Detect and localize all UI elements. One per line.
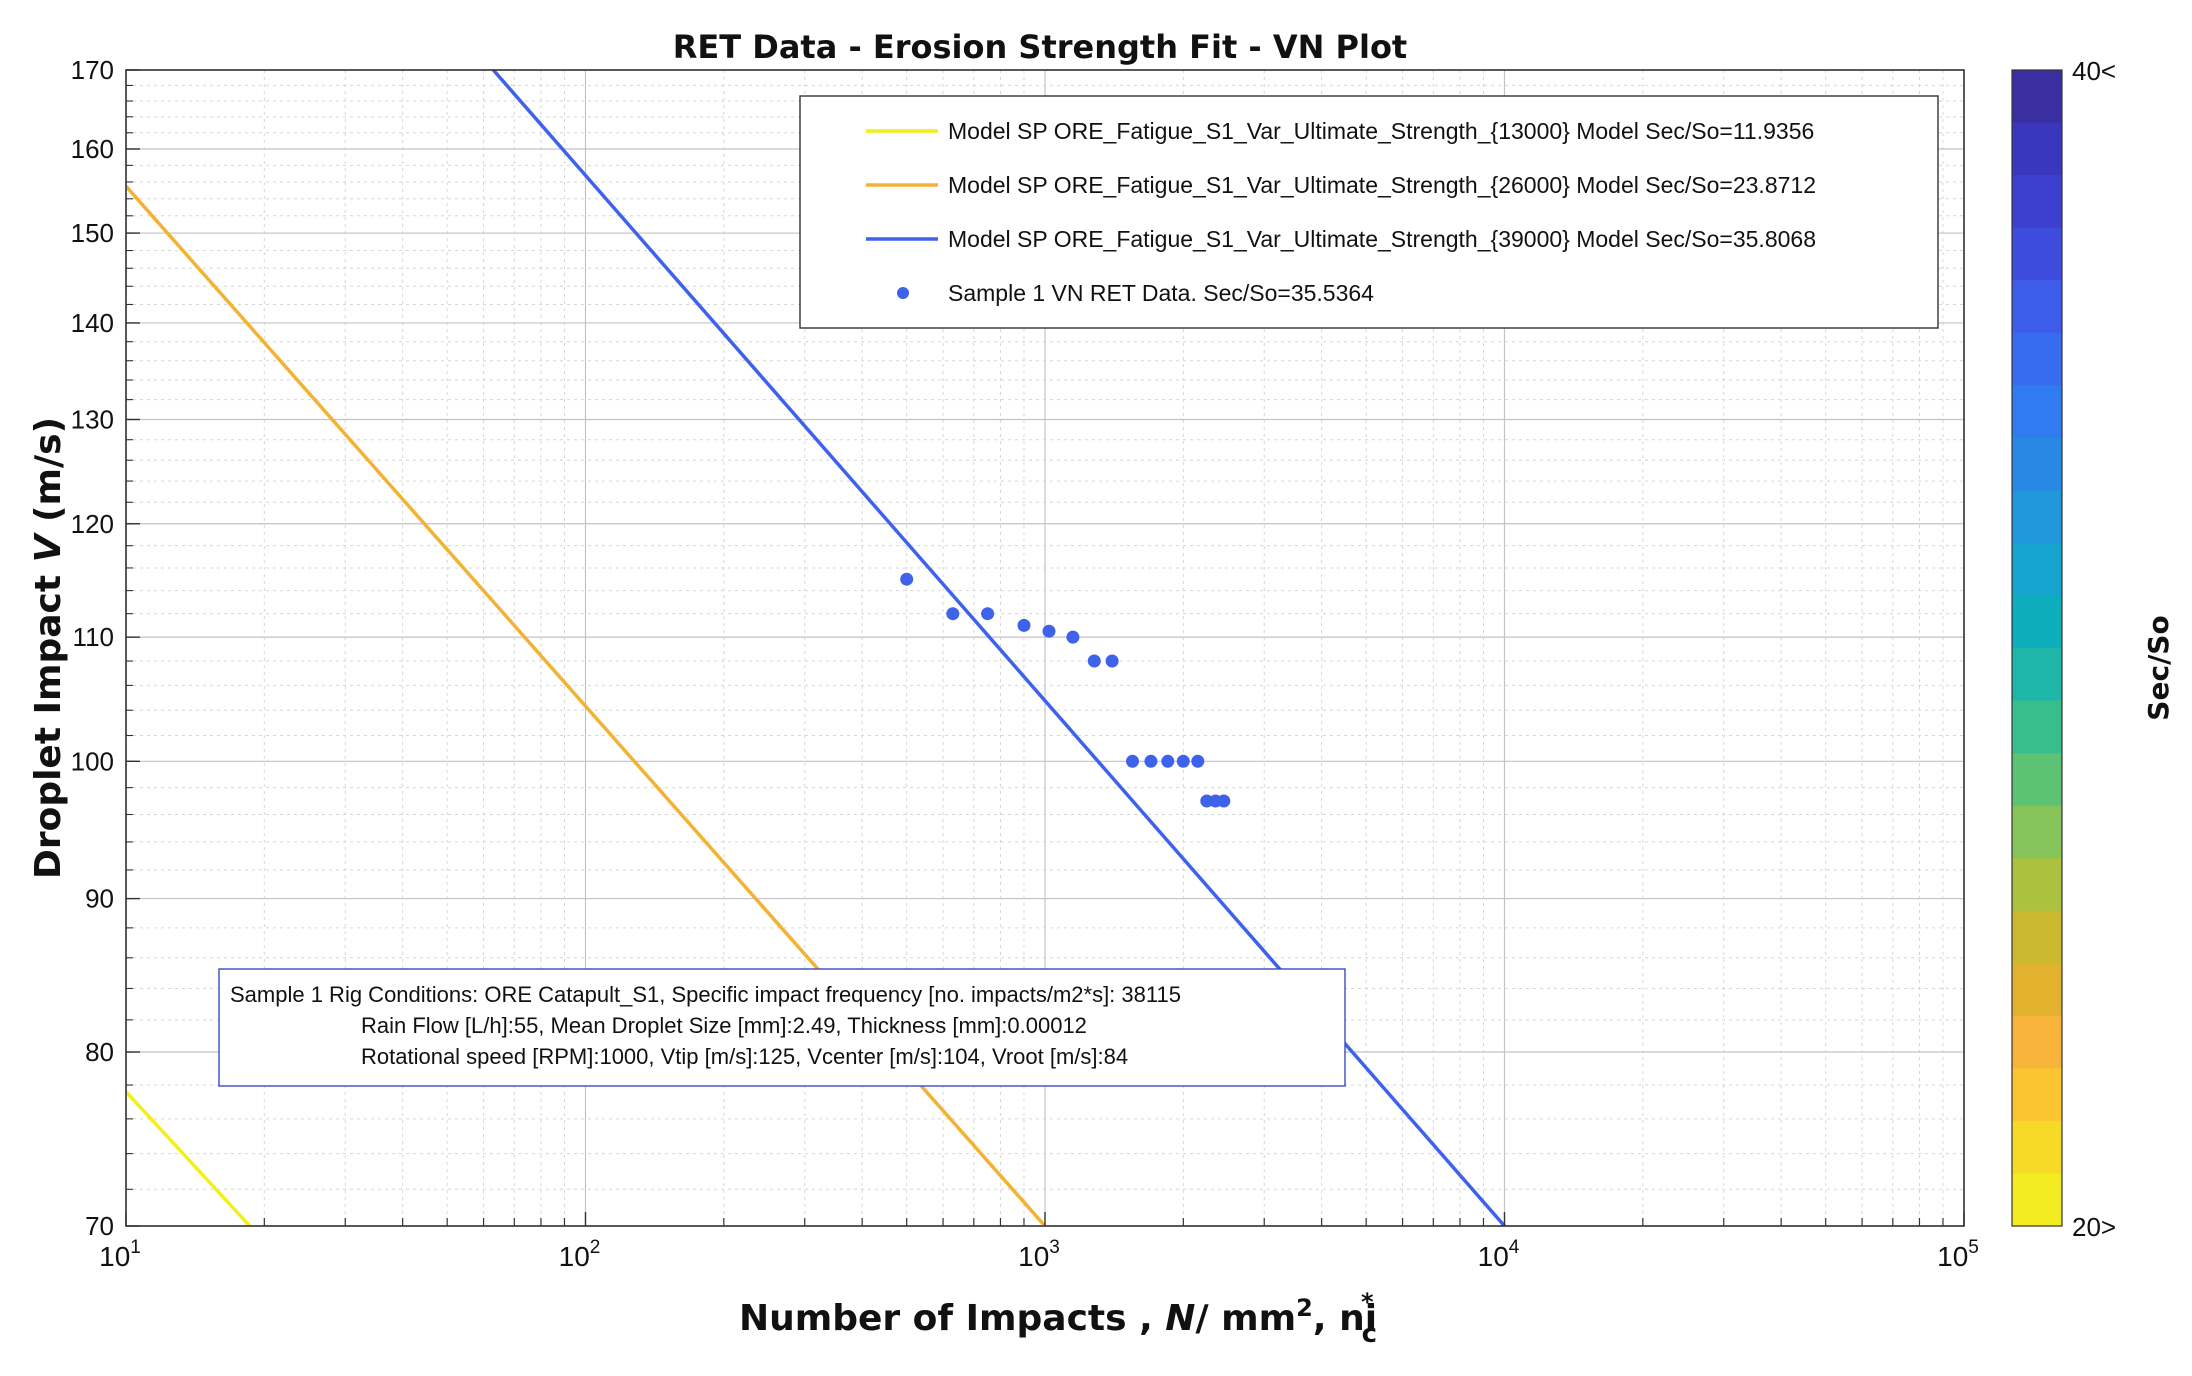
colorbar-cell (2012, 1068, 2062, 1122)
data-point (946, 607, 960, 621)
colorbar-cell (2012, 1015, 2062, 1069)
colorbar-title: Sec/So (2142, 615, 2175, 720)
y-axis-title-suffix: (m/s) (28, 417, 69, 535)
annotation-box (218, 968, 1346, 1087)
x-tick-label: 103 (1018, 1237, 1060, 1272)
x-tick-label: 101 (99, 1237, 141, 1272)
data-point (1191, 754, 1205, 768)
x-tick-label-base: 10 (559, 1241, 590, 1272)
data-point (1105, 654, 1119, 668)
colorbar-cell (2012, 858, 2062, 912)
y-axis-title: Droplet Impact V (m/s) (28, 417, 69, 879)
y-tick-label: 120 (71, 509, 114, 539)
colorbar-cell (2012, 437, 2062, 491)
colorbar-cell (2012, 227, 2062, 281)
colorbar-cells (2012, 70, 2062, 1227)
x-tick-label-base: 10 (99, 1241, 130, 1272)
colorbar-cell (2012, 490, 2062, 544)
y-tick-label: 90 (85, 884, 114, 914)
colorbar-cell (2012, 963, 2062, 1017)
x-tick-label-exponent: 2 (590, 1237, 601, 1258)
y-axis-title-var: V (28, 531, 69, 562)
x-axis-title-suffix-sub: c (1362, 1319, 1377, 1349)
legend-box (799, 95, 1939, 329)
colorbar-cell (2012, 332, 2062, 386)
colorbar-cell (2012, 1173, 2062, 1227)
x-tick-label: 102 (559, 1237, 601, 1272)
annotation-line-3: Rotational speed [RPM]:1000, Vtip [m/s]:… (361, 1044, 1128, 1069)
data-point (1042, 624, 1056, 638)
x-axis-title-unit-sup: 2 (1296, 1294, 1313, 1322)
legend-marker-series-4 (897, 287, 909, 299)
y-tick-label: 100 (71, 746, 114, 776)
colorbar-cell (2012, 542, 2062, 597)
chart-title: RET Data - Erosion Strength Fit - VN Plo… (673, 28, 1407, 66)
legend-label-series-4: Sample 1 VN RET Data. Sec/So=35.5364 (948, 280, 1374, 306)
legend-label-series-2: Model SP ORE_Fatigue_S1_Var_Ultimate_Str… (948, 172, 1816, 198)
data-point (1217, 794, 1231, 808)
y-tick-label: 80 (85, 1037, 114, 1067)
colorbar-cell (2012, 805, 2062, 859)
legend-label-series-1: Model SP ORE_Fatigue_S1_Var_Ultimate_Str… (948, 118, 1814, 144)
colorbar-cell (2012, 385, 2062, 439)
data-point (900, 572, 914, 586)
x-tick-label-base: 10 (1937, 1241, 1968, 1272)
x-axis-title-unit: / mm (1195, 1298, 1296, 1339)
colorbar: 40< 20> Sec/So (2011, 56, 2175, 1242)
x-tick-label-exponent: 4 (1509, 1237, 1520, 1258)
y-axis-tick-labels: 70 80 90 100 110 120 130 140 150 160 170 (71, 55, 114, 1241)
annotation-line-2: Rain Flow [L/h]:55, Mean Droplet Size [m… (361, 1013, 1087, 1038)
x-tick-label-exponent: 5 (1968, 1237, 1979, 1258)
x-axis-title-suffix: , ni (1313, 1298, 1377, 1339)
tick-marks (125, 69, 1965, 1227)
y-axis-title-prefix: Droplet Impact (28, 562, 69, 879)
y-tick-label: 130 (71, 405, 114, 435)
x-tick-label-exponent: 1 (130, 1237, 141, 1258)
data-point (1161, 754, 1175, 768)
data-point (1126, 754, 1139, 768)
data-point (981, 607, 995, 621)
y-tick-label: 70 (85, 1211, 114, 1241)
colorbar-cell (2012, 70, 2062, 124)
colorbar-cell (2012, 280, 2062, 334)
x-axis-title-suffix-sup: * (1361, 1288, 1374, 1316)
y-tick-label: 140 (71, 308, 114, 338)
y-tick-label: 150 (71, 218, 114, 248)
x-axis-title: Number of Impacts , N/ mm2, ni* c (739, 1288, 1377, 1349)
series-line-1 (126, 1090, 252, 1226)
annotation-line-1: Sample 1 Rig Conditions: ORE Catapult_S1… (230, 982, 1181, 1007)
x-axis-title-prefix: Number of Impacts , (739, 1298, 1165, 1339)
y-tick-label: 160 (71, 134, 114, 164)
y-tick-label: 110 (73, 622, 114, 652)
x-axis-tick-labels: 101 102 103 104 105 (99, 1237, 1979, 1272)
x-tick-label-exponent: 3 (1049, 1237, 1060, 1258)
colorbar-cell (2012, 175, 2062, 229)
x-tick-label-base: 10 (1018, 1241, 1049, 1272)
legend-label-series-3: Model SP ORE_Fatigue_S1_Var_Ultimate_Str… (948, 226, 1816, 252)
y-tick-label: 170 (71, 55, 114, 85)
data-point (1066, 630, 1080, 644)
data-point (1176, 754, 1190, 768)
colorbar-top-label: 40< (2072, 56, 2116, 86)
rig-conditions-annotation: Sample 1 Rig Conditions: ORE Catapult_S1… (218, 968, 1346, 1087)
x-tick-label-base: 10 (1478, 1241, 1509, 1272)
colorbar-cell (2012, 1120, 2062, 1175)
data-point (1017, 618, 1031, 632)
data-point (1144, 754, 1158, 768)
colorbar-bottom-label: 20> (2072, 1212, 2116, 1242)
colorbar-cell (2012, 700, 2062, 754)
legend: Model SP ORE_Fatigue_S1_Var_Ultimate_Str… (799, 95, 1939, 329)
colorbar-cell (2012, 753, 2062, 807)
colorbar-cell (2012, 648, 2062, 702)
x-tick-label: 104 (1478, 1237, 1520, 1272)
x-tick-label: 105 (1937, 1237, 1979, 1272)
colorbar-cell (2012, 122, 2062, 176)
x-axis-title-var: N (1165, 1298, 1195, 1339)
colorbar-cell (2012, 595, 2062, 649)
data-point (1087, 654, 1101, 668)
colorbar-cell (2012, 910, 2062, 964)
colorbar-frame (2011, 69, 2063, 1227)
